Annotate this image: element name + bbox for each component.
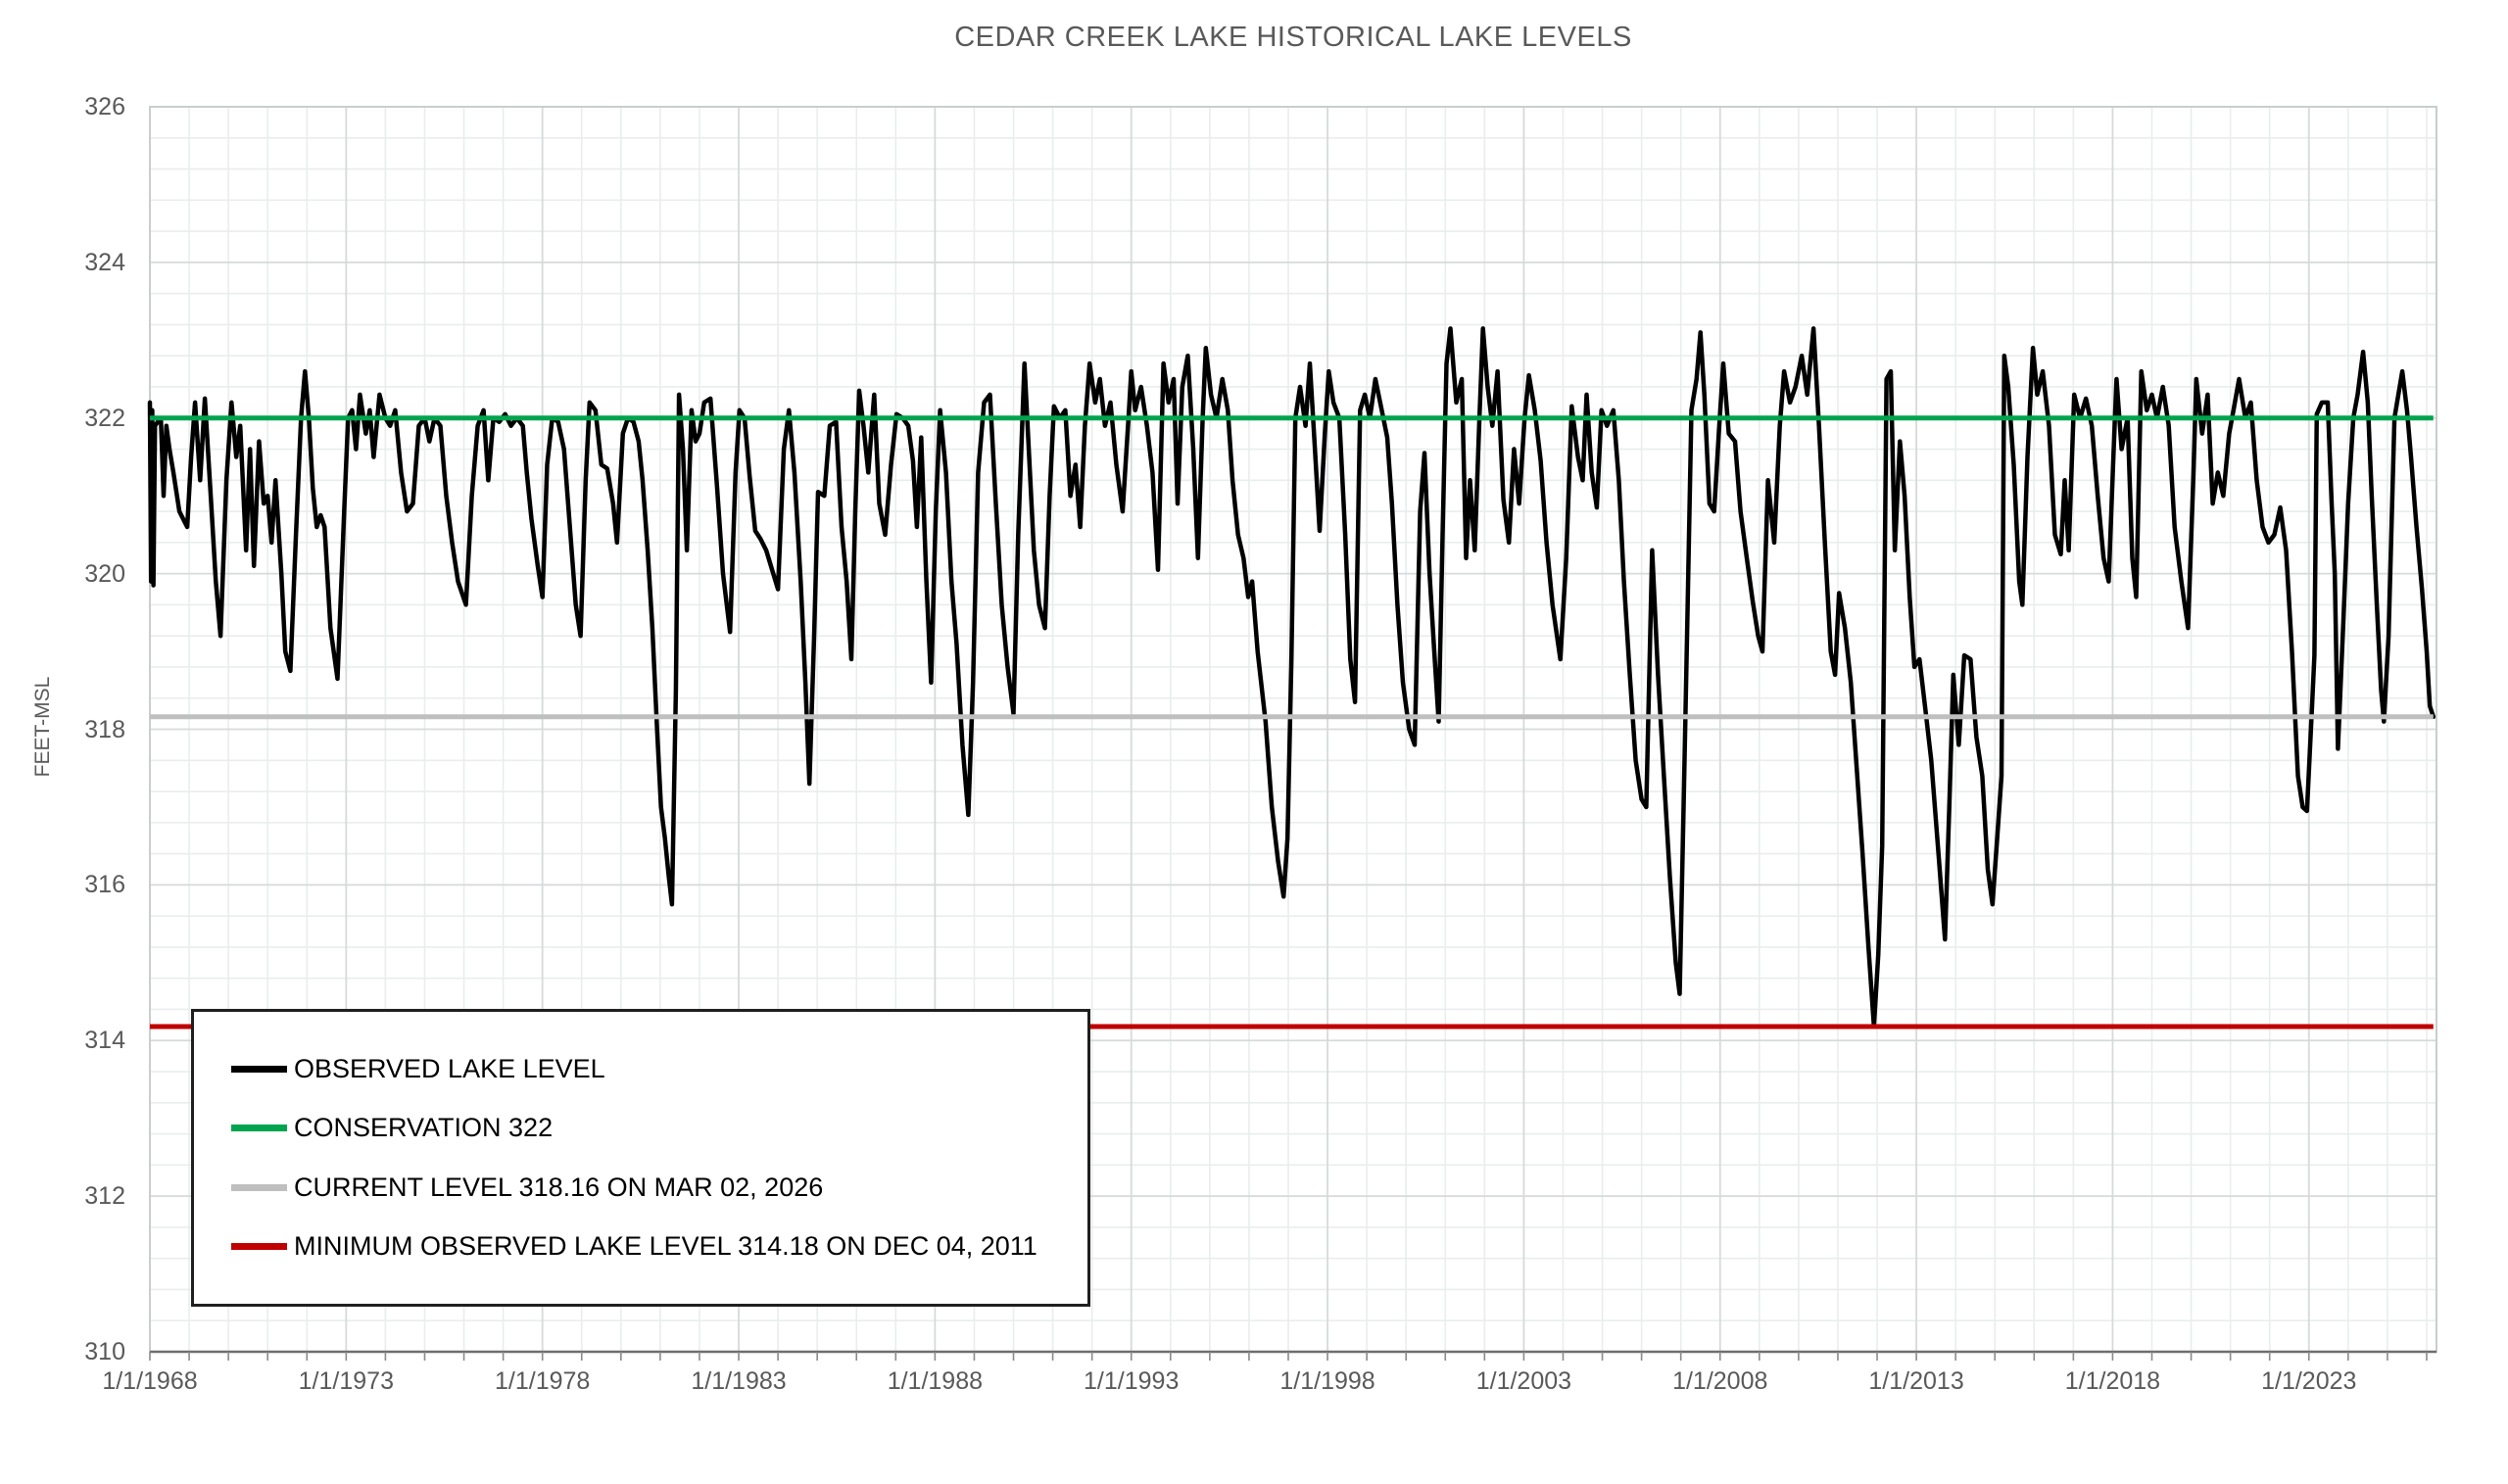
legend-label: MINIMUM OBSERVED LAKE LEVEL 314.18 ON DE… (294, 1230, 1037, 1261)
x-tick-label: 1/1/2013 (1868, 1367, 1964, 1395)
observed-lake-level-line (147, 326, 2436, 1029)
legend-label: OBSERVED LAKE LEVEL (294, 1054, 605, 1084)
legend-label: CURRENT LEVEL 318.16 ON MAR 02, 2026 (294, 1172, 824, 1202)
x-tick-label: 1/1/1993 (1084, 1367, 1180, 1395)
y-tick-label: 320 (84, 559, 125, 588)
y-tick-label: 322 (84, 404, 125, 432)
x-tick-label: 1/1/1978 (495, 1367, 591, 1395)
y-tick-label: 316 (84, 871, 125, 899)
y-tick-label: 318 (84, 715, 125, 743)
legend-label: CONSERVATION 322 (294, 1113, 554, 1143)
legend-swatch (231, 1183, 287, 1191)
x-tick-label: 1/1/2003 (1475, 1367, 1572, 1395)
y-tick-label: 310 (84, 1338, 125, 1365)
legend-item: CONSERVATION 322 (231, 1113, 1078, 1143)
x-tick-label: 1/1/2018 (2064, 1367, 2161, 1395)
x-tick-label: 1/1/1968 (102, 1367, 198, 1395)
legend-swatch (231, 1242, 287, 1250)
x-tick-label: 1/1/1983 (691, 1367, 787, 1395)
x-tick-label: 1/1/1973 (298, 1367, 394, 1395)
x-tick-label: 1/1/1998 (1279, 1367, 1375, 1395)
y-tick-label: 324 (84, 248, 125, 276)
chart-title: CEDAR CREEK LAKE HISTORICAL LAKE LEVELS (954, 22, 1632, 53)
legend-swatch (231, 1066, 287, 1074)
legend-swatch (231, 1125, 287, 1132)
legend-box: OBSERVED LAKE LEVEL CONSERVATION 322 CURRE… (191, 1009, 1090, 1307)
legend-item: CURRENT LEVEL 318.16 ON MAR 02, 2026 (231, 1173, 1078, 1203)
x-tick-label: 1/1/2023 (2261, 1367, 2357, 1395)
x-tick-label: 1/1/1988 (887, 1367, 984, 1395)
legend-item: OBSERVED LAKE LEVEL (231, 1054, 1078, 1084)
y-tick-label: 314 (84, 1027, 125, 1055)
x-tick-label: 1/1/2008 (1672, 1367, 1768, 1395)
legend-item: MINIMUM OBSERVED LAKE LEVEL 314.18 ON DE… (231, 1231, 1078, 1262)
y-tick-label: 312 (84, 1182, 125, 1211)
y-tick-label: 326 (84, 93, 125, 120)
